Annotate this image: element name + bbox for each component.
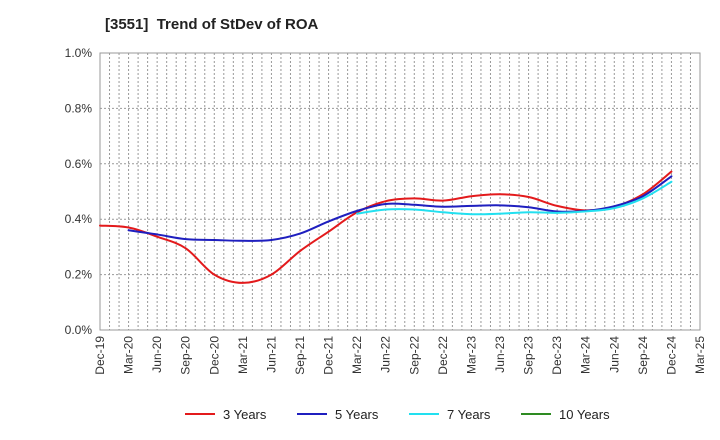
x-tick-label: Jun-23: [493, 336, 507, 373]
x-tick-label: Mar-24: [579, 336, 593, 374]
x-tick-label: Sep-20: [179, 336, 193, 375]
legend-label: 5 Years: [335, 407, 379, 422]
x-tick-label: Mar-21: [236, 336, 250, 374]
series-line-3-years: [99, 170, 673, 284]
x-tick-label: Jun-22: [379, 336, 393, 373]
legend-label: 10 Years: [559, 407, 610, 422]
x-tick-label: Mar-20: [122, 336, 136, 374]
x-tick-label: Dec-24: [664, 336, 678, 375]
grid-layer: [100, 53, 700, 330]
x-tick-label: Jun-21: [264, 336, 278, 373]
x-tick-label: Mar-22: [350, 336, 364, 374]
x-tick-label: Jun-24: [607, 336, 621, 373]
y-tick-label: 0.6%: [65, 157, 93, 171]
chart-title: [3551] Trend of StDev of ROA: [105, 16, 319, 33]
legend: 3 Years 5 Years 7 Years 10 Years: [185, 407, 610, 422]
plot-area: [99, 52, 701, 331]
x-tick-label: Dec-23: [550, 336, 564, 375]
series-layer: [99, 170, 673, 284]
x-tick-label: Dec-21: [322, 336, 336, 375]
x-tick-label: Mar-25: [693, 336, 707, 374]
y-tick-label: 0.2%: [65, 268, 93, 282]
x-tick-label: Sep-24: [636, 336, 650, 375]
y-tick-label: 0.0%: [65, 323, 93, 337]
axis-layer: 0.0% 0.2% 0.4% 0.6% 0.8% 1.0% Dec-19 Mar-20 Jun-…: [65, 46, 707, 375]
x-tick-label: Sep-22: [407, 336, 421, 375]
x-tick-label: Dec-19: [93, 336, 107, 375]
x-tick-label: Dec-22: [436, 336, 450, 375]
legend-label: 7 Years: [447, 407, 491, 422]
y-tick-label: 0.8%: [65, 101, 93, 115]
x-tick-label: Sep-23: [522, 336, 536, 375]
x-tick-label: Dec-20: [207, 336, 221, 375]
series-line-7-years: [356, 180, 673, 216]
legend-label: 3 Years: [223, 407, 267, 422]
y-tick-label: 1.0%: [65, 46, 93, 60]
x-tick-label: Jun-20: [150, 336, 164, 373]
x-tick-label: Mar-23: [464, 336, 478, 374]
x-tick-label: Sep-21: [293, 336, 307, 375]
y-tick-label: 0.4%: [65, 212, 93, 226]
